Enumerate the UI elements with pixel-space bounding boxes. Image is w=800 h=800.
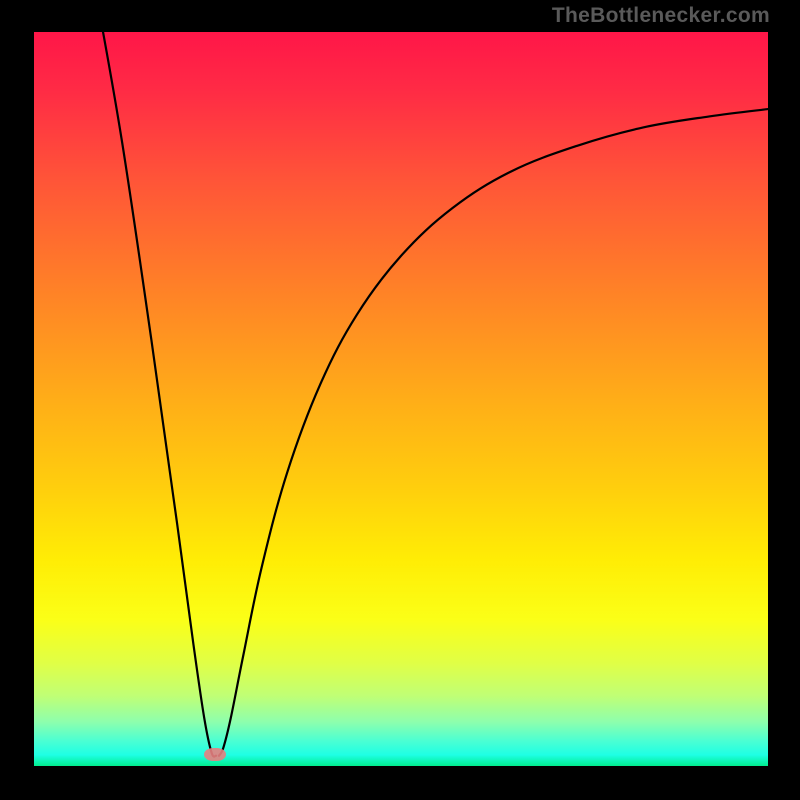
plot-area (34, 32, 768, 766)
watermark-text: TheBottlenecker.com (552, 4, 770, 28)
chart-container: TheBottlenecker.com (0, 0, 800, 800)
bottleneck-curve (34, 32, 768, 766)
